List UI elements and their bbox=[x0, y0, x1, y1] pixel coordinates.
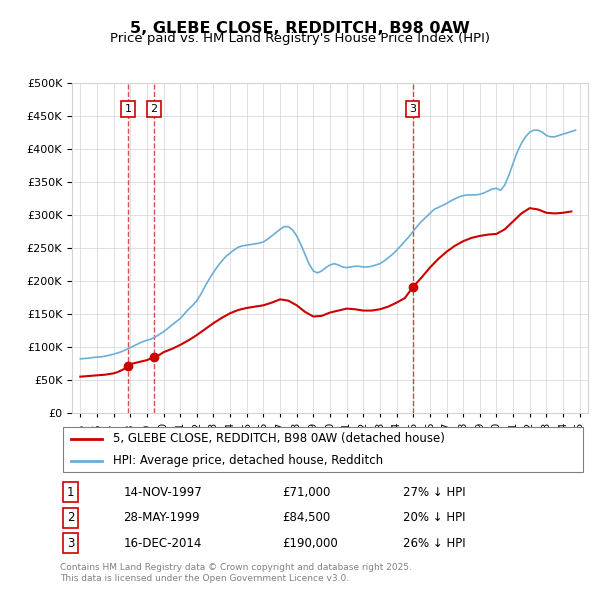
Text: 3: 3 bbox=[409, 104, 416, 114]
Text: 20% ↓ HPI: 20% ↓ HPI bbox=[403, 511, 466, 525]
Text: Contains HM Land Registry data © Crown copyright and database right 2025.
This d: Contains HM Land Registry data © Crown c… bbox=[60, 563, 412, 583]
Text: £190,000: £190,000 bbox=[282, 537, 338, 550]
Text: 2: 2 bbox=[67, 511, 74, 525]
Text: 5, GLEBE CLOSE, REDDITCH, B98 0AW (detached house): 5, GLEBE CLOSE, REDDITCH, B98 0AW (detac… bbox=[113, 432, 445, 445]
Text: £84,500: £84,500 bbox=[282, 511, 330, 525]
FancyBboxPatch shape bbox=[62, 427, 583, 473]
Text: £71,000: £71,000 bbox=[282, 486, 330, 499]
Text: 16-DEC-2014: 16-DEC-2014 bbox=[124, 537, 202, 550]
Text: HPI: Average price, detached house, Redditch: HPI: Average price, detached house, Redd… bbox=[113, 454, 383, 467]
Text: 2: 2 bbox=[150, 104, 157, 114]
Text: Price paid vs. HM Land Registry's House Price Index (HPI): Price paid vs. HM Land Registry's House … bbox=[110, 32, 490, 45]
Text: 27% ↓ HPI: 27% ↓ HPI bbox=[403, 486, 466, 499]
Text: 26% ↓ HPI: 26% ↓ HPI bbox=[403, 537, 466, 550]
Text: 14-NOV-1997: 14-NOV-1997 bbox=[124, 486, 202, 499]
Text: 1: 1 bbox=[67, 486, 74, 499]
Text: 28-MAY-1999: 28-MAY-1999 bbox=[124, 511, 200, 525]
Text: 5, GLEBE CLOSE, REDDITCH, B98 0AW: 5, GLEBE CLOSE, REDDITCH, B98 0AW bbox=[130, 21, 470, 35]
Text: 3: 3 bbox=[67, 537, 74, 550]
Text: 1: 1 bbox=[125, 104, 131, 114]
